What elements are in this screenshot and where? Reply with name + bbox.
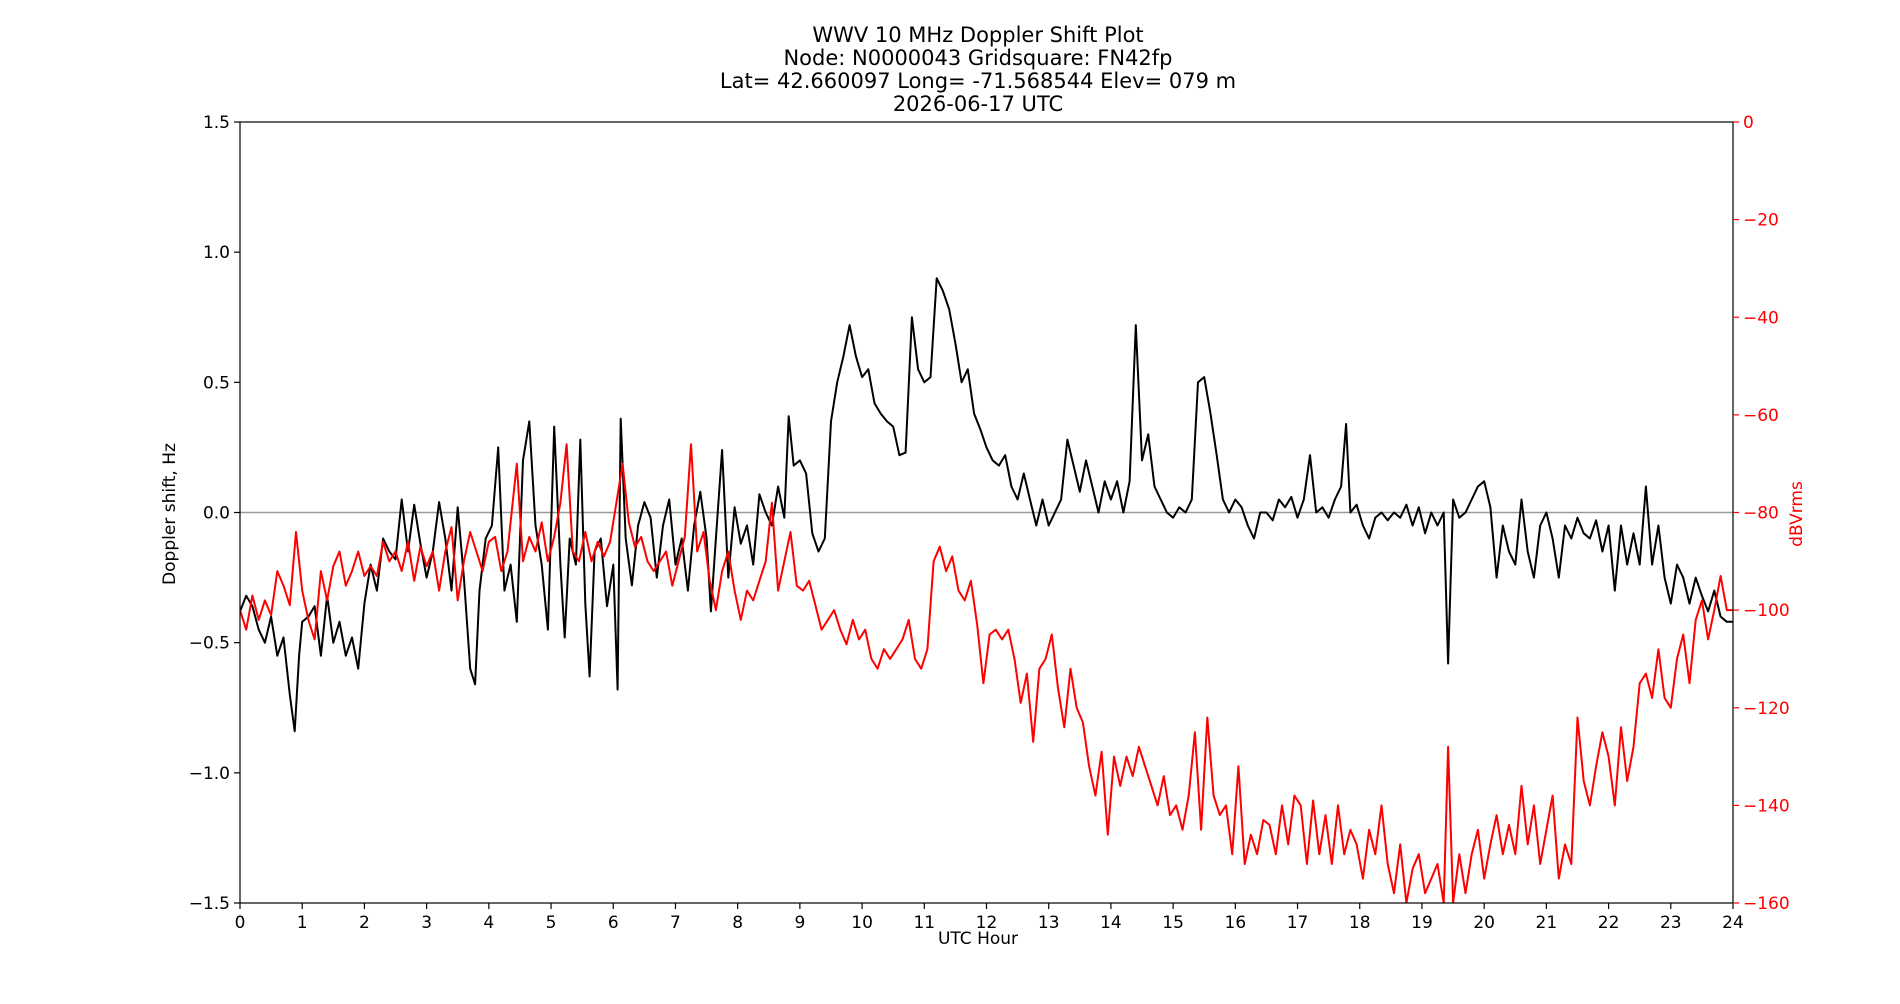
x-tick-label: 10 bbox=[851, 913, 873, 933]
x-tick-label: 15 bbox=[1162, 913, 1184, 933]
y-right-tick-label: −160 bbox=[1743, 894, 1790, 914]
chart-subtitle-node: Node: N0000043 Gridsquare: FN42fp bbox=[783, 46, 1172, 70]
y-tick-label: −0.5 bbox=[189, 634, 230, 654]
x-tick-label: 7 bbox=[670, 913, 681, 933]
y-tick-label: 0.5 bbox=[203, 373, 230, 393]
y-right-tick-label: −140 bbox=[1743, 796, 1790, 816]
x-tick-label: 22 bbox=[1598, 913, 1620, 933]
y-right-tick-label: −40 bbox=[1743, 308, 1779, 328]
x-tick-label: 1 bbox=[297, 913, 308, 933]
y-right-tick-label: −80 bbox=[1743, 504, 1779, 524]
doppler-series-line bbox=[240, 277, 1733, 733]
x-tick-label: 14 bbox=[1100, 913, 1122, 933]
x-tick-label: 8 bbox=[732, 913, 743, 933]
x-tick-label: 13 bbox=[1038, 913, 1060, 933]
x-tick-label: 24 bbox=[1722, 913, 1744, 933]
x-tick-label: 12 bbox=[976, 913, 998, 933]
x-axis-label: UTC Hour bbox=[938, 929, 1018, 949]
chart-subtitle-location: Lat= 42.660097 Long= -71.568544 Elev= 07… bbox=[720, 69, 1236, 93]
x-tick-label: 6 bbox=[608, 913, 619, 933]
x-tick-label: 11 bbox=[913, 913, 935, 933]
y-right-axis-label: dBVrms bbox=[1787, 481, 1807, 547]
x-tick-label: 20 bbox=[1473, 913, 1495, 933]
x-tick-label: 23 bbox=[1660, 913, 1682, 933]
y-tick-label: 0.0 bbox=[203, 504, 230, 524]
y-tick-label: 1.5 bbox=[203, 113, 230, 133]
y-right-tick-label: −100 bbox=[1743, 601, 1790, 621]
plot-area: 0 1 2 3 4 5 6 7 8 9 10 11 12 13 14 15 16 17 18 19 20 21 22 23 24… bbox=[189, 113, 1790, 933]
x-tick-label: 5 bbox=[546, 913, 557, 933]
y-right-tick-label: 0 bbox=[1743, 113, 1754, 133]
x-tick-label: 0 bbox=[235, 913, 246, 933]
x-tick-label: 4 bbox=[483, 913, 494, 933]
y-right-tick-label: −20 bbox=[1743, 211, 1779, 231]
x-tick-label: 3 bbox=[421, 913, 432, 933]
x-tick-label: 2 bbox=[359, 913, 370, 933]
chart-subtitle-date: 2026-06-17 UTC bbox=[893, 92, 1063, 116]
x-tick-label: 17 bbox=[1287, 913, 1309, 933]
x-tick-label: 19 bbox=[1411, 913, 1433, 933]
y-tick-label: −1.0 bbox=[189, 764, 230, 784]
power-series-line bbox=[240, 443, 1733, 903]
x-tick-label: 16 bbox=[1225, 913, 1247, 933]
chart-title: WWV 10 MHz Doppler Shift Plot bbox=[812, 23, 1143, 47]
x-tick-label: 18 bbox=[1349, 913, 1371, 933]
y-axis-label: Doppler shift, Hz bbox=[160, 443, 180, 585]
x-tick-label: 9 bbox=[794, 913, 805, 933]
y-tick-label: −1.5 bbox=[189, 894, 230, 914]
y-right-tick-label: −120 bbox=[1743, 699, 1790, 719]
y-right-tick-label: −60 bbox=[1743, 406, 1779, 426]
x-tick-label: 21 bbox=[1536, 913, 1558, 933]
y-tick-label: 1.0 bbox=[203, 243, 230, 263]
